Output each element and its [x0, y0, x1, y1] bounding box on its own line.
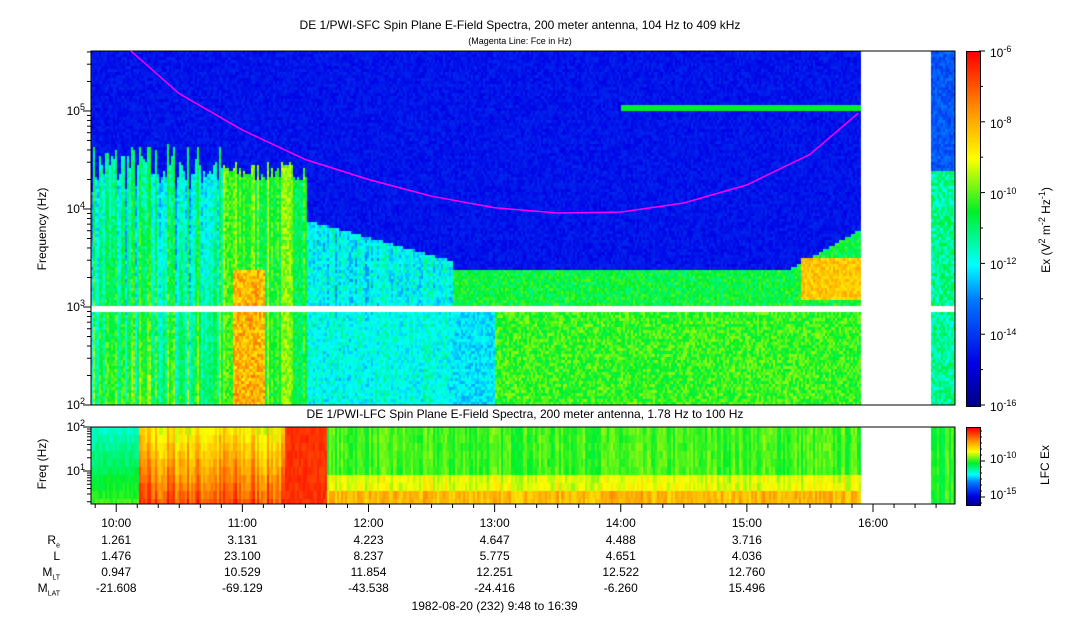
- ephemeris-value: -6.260: [603, 581, 638, 595]
- ephemeris-value: -24.416: [474, 581, 515, 595]
- sfc-colorbar-tick-label: 10-16: [990, 398, 1017, 414]
- ephemeris-value: -69.129: [221, 581, 263, 595]
- ephemeris-value: 4.651: [605, 549, 636, 563]
- ephemeris-row-label: MLAT: [37, 581, 60, 598]
- lfc-ytick-label: 102: [66, 418, 85, 434]
- lfc-title: DE 1/PWI-LFC Spin Plane E-Field Spectra,…: [306, 407, 744, 421]
- ephemeris-value: -43.538: [348, 581, 389, 595]
- lfc-ytick-label: 101: [66, 462, 85, 478]
- ephemeris-value: 1.261: [101, 533, 132, 547]
- sfc-ytick-label: 105: [66, 101, 85, 118]
- sfc-colorbar-tick-label: 10-6: [990, 44, 1012, 60]
- fce-line: [130, 50, 859, 214]
- date-range: 1982-08-20 (232) 9:48 to 16:39: [411, 599, 578, 613]
- ephemeris-value: 1.476: [101, 549, 132, 563]
- time-tick-label: 11:00: [227, 516, 257, 530]
- sfc-colorbar: [966, 51, 981, 407]
- time-tick-label: 15:00: [731, 516, 762, 530]
- ephemeris-value: 10.529: [223, 565, 261, 579]
- ephemeris-value: 4.223: [353, 533, 384, 547]
- sfc-ytick-label: 103: [66, 297, 85, 314]
- sfc-title: DE 1/PWI-SFC Spin Plane E-Field Spectra,…: [299, 18, 741, 32]
- sfc-colorbar-tick-label: 10-10: [990, 185, 1017, 202]
- sfc-colorbar-tick-label: 10-12: [990, 256, 1017, 273]
- sfc-subtitle: (Magenta Line: Fce in Hz): [468, 36, 572, 46]
- sfc-colorbar-tick-label: 10-14: [990, 327, 1017, 344]
- lfc-colorbar-tick-label: 10-15: [990, 486, 1017, 502]
- lfc-colorbar-tick-label: 10-10: [990, 450, 1017, 466]
- sfc-plot-frame: [90, 50, 956, 406]
- ephemeris-row-label: L: [53, 549, 60, 563]
- lfc-plot-frame: [90, 426, 956, 505]
- ephemeris-value: 11.854: [350, 565, 387, 579]
- ephemeris-value: 4.488: [605, 533, 636, 547]
- ephemeris-value: 5.775: [479, 549, 510, 563]
- ephemeris-value: 3.131: [227, 533, 258, 547]
- time-tick-label: 10:00: [101, 516, 132, 530]
- ephemeris-value: 4.036: [731, 549, 762, 563]
- sfc-colorbar-tick-label: 10-8: [990, 114, 1012, 131]
- time-tick-label: 14:00: [605, 516, 636, 530]
- lfc-colorbar: [966, 427, 981, 506]
- ephemeris-value: -21.608: [95, 581, 137, 595]
- sfc-ytick-label: 104: [66, 199, 85, 216]
- ephemeris-value: 12.251: [476, 565, 513, 579]
- time-tick-label: 13:00: [479, 516, 510, 530]
- ephemeris-value: 15.496: [728, 581, 766, 595]
- ephemeris-value: 0.947: [101, 565, 132, 579]
- time-tick-label: 16:00: [857, 516, 889, 530]
- time-tick-label: 12:00: [353, 516, 384, 530]
- ephemeris-row-label: Re: [47, 533, 60, 550]
- ephemeris-value: 12.760: [728, 565, 766, 579]
- ephemeris-value: 23.100: [223, 549, 261, 563]
- ephemeris-value: 8.237: [353, 549, 384, 563]
- sfc-ytick-label: 102: [66, 396, 85, 412]
- sfc-spectrogram: [91, 51, 955, 405]
- ephemeris-value: 12.522: [602, 565, 640, 579]
- lfc-spectrogram: [91, 427, 955, 504]
- ephemeris-value: 4.647: [479, 533, 510, 547]
- ephemeris-row-label: MLT: [42, 565, 60, 582]
- ephemeris-value: 3.716: [731, 533, 762, 547]
